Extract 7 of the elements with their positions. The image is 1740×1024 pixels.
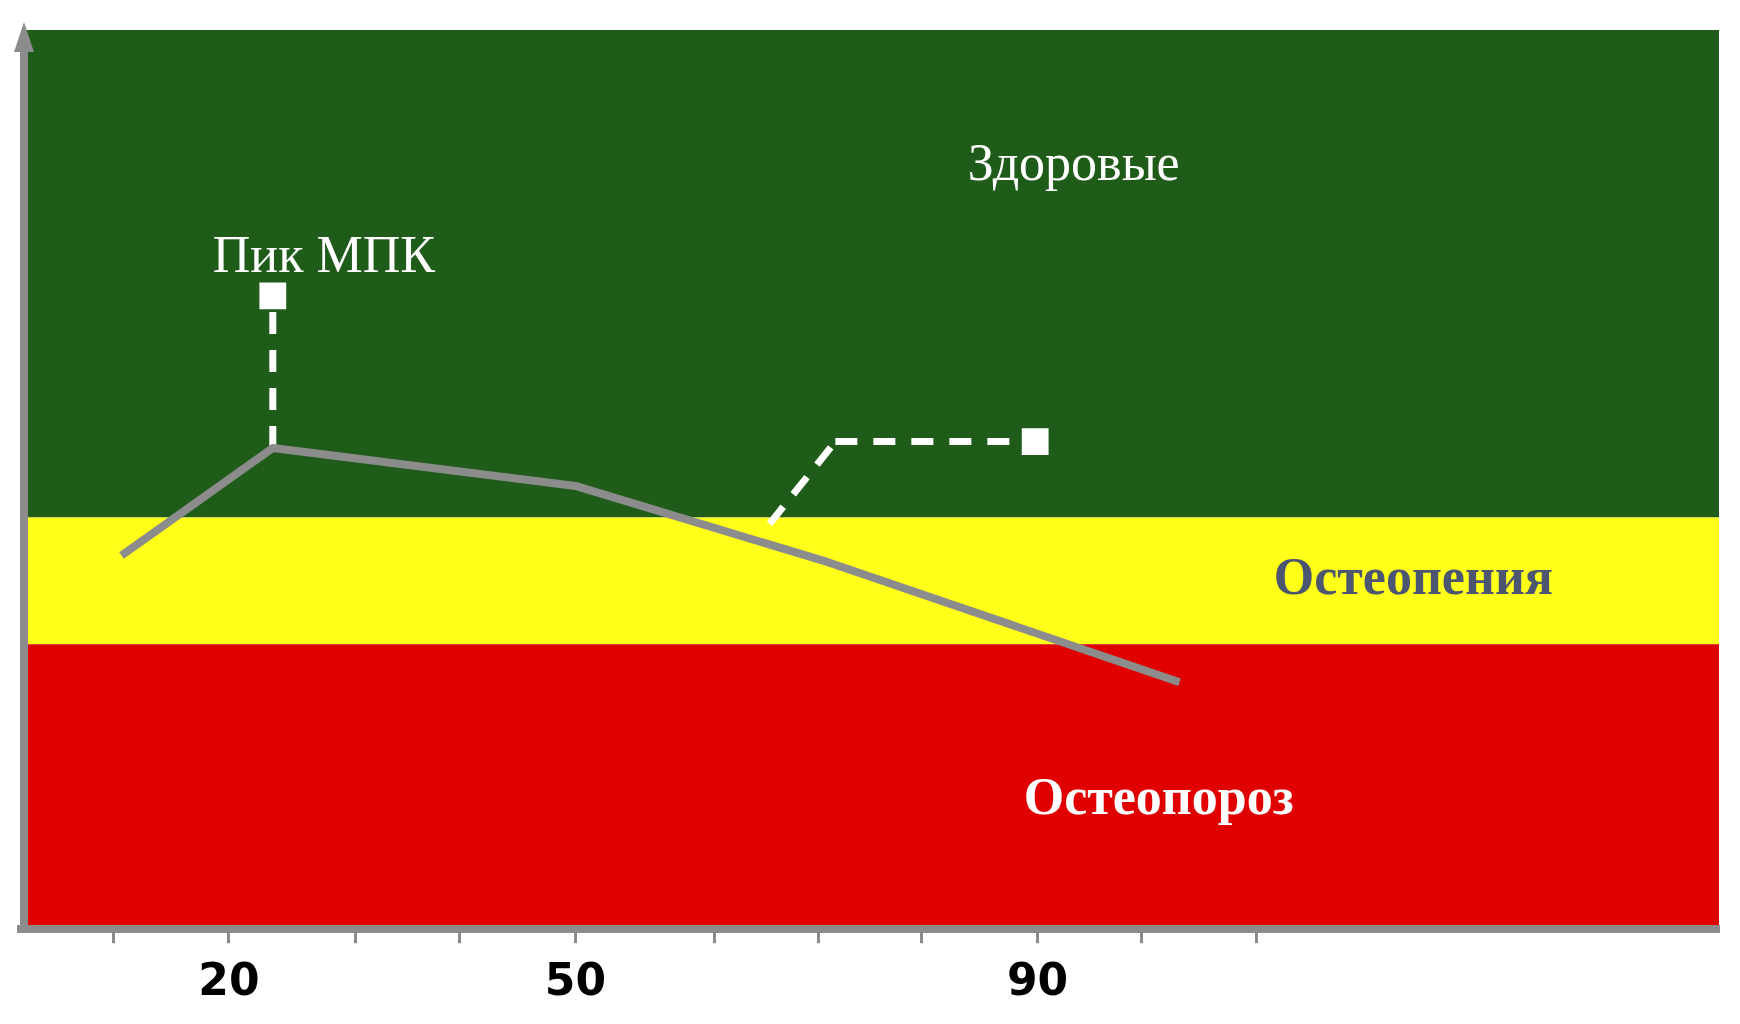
band-label: Остеопения [1273, 548, 1553, 606]
annotation: Пик МПК [212, 225, 436, 283]
x-tick-label: 50 [544, 954, 607, 1006]
band-label: Остеопороз [1023, 768, 1294, 826]
x-tick-label: 90 [1006, 954, 1069, 1006]
band-label: Здоровые [967, 134, 1180, 192]
x-tick-label: 20 [198, 954, 260, 1006]
